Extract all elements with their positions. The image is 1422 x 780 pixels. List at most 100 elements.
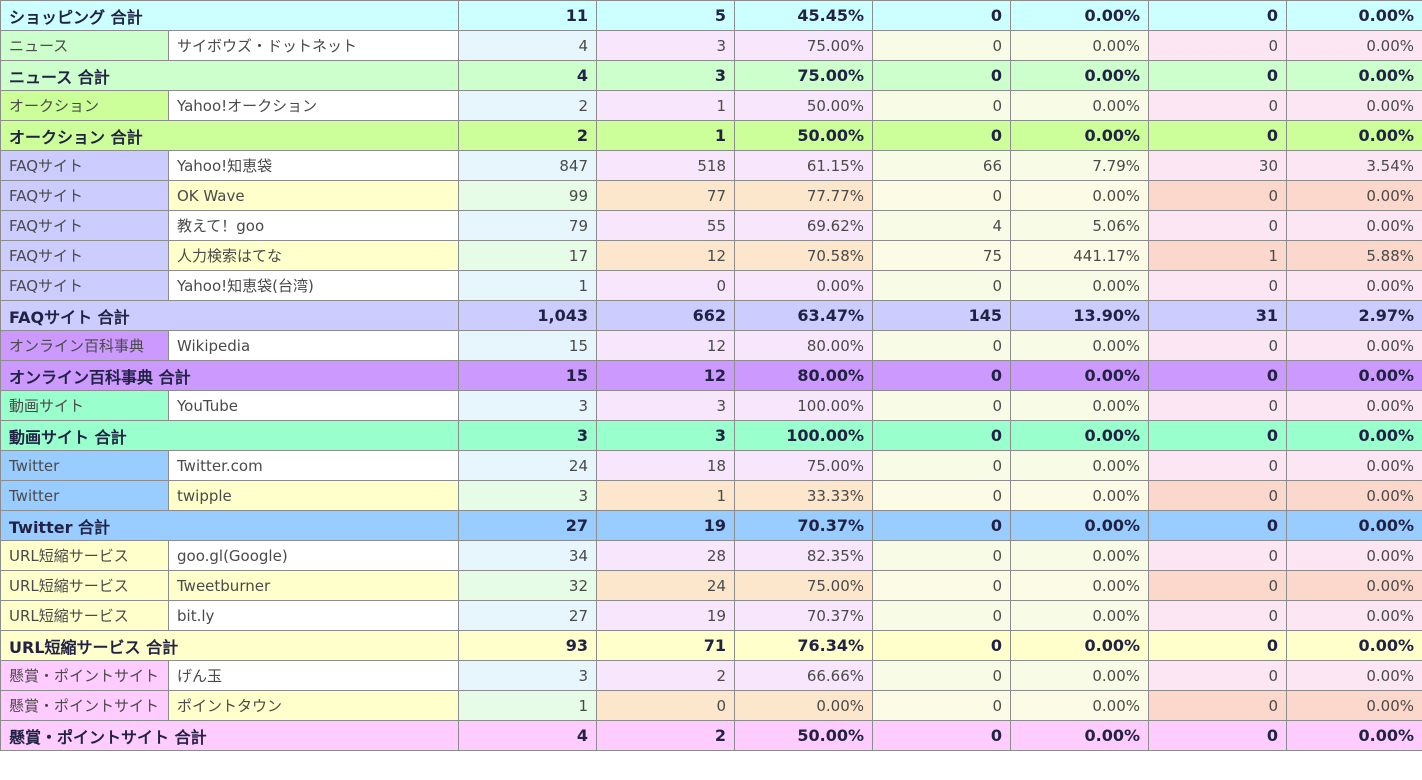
value-cell: 1 <box>596 90 736 121</box>
total-value-cell: 0.00% <box>1010 0 1150 31</box>
value-cell: 5.88% <box>1286 240 1422 271</box>
category-cell: Twitter <box>0 480 169 511</box>
value-cell: 75.00% <box>734 30 874 61</box>
value-cell: 0 <box>872 660 1012 691</box>
value-cell: 55 <box>596 210 736 241</box>
value-cell: 75.00% <box>734 570 874 601</box>
value-cell: 0.00% <box>1286 30 1422 61</box>
category-total-row: Twitter 合計 27 19 70.37% 0 0.00% 0 0.00% <box>0 510 1422 541</box>
category-cell: FAQサイト <box>0 150 169 181</box>
value-cell: 66 <box>872 150 1012 181</box>
total-value-cell: 4 <box>458 720 598 751</box>
total-value-cell: 0.00% <box>1010 420 1150 451</box>
total-value-cell: 0.00% <box>1286 420 1422 451</box>
value-cell: 0 <box>872 330 1012 361</box>
site-name-cell: Twitter.com <box>167 450 460 481</box>
total-value-cell: 11 <box>458 0 598 31</box>
value-cell: 0.00% <box>1286 450 1422 481</box>
value-cell: 69.62% <box>734 210 874 241</box>
value-cell: 77 <box>596 180 736 211</box>
value-cell: 0 <box>1148 330 1288 361</box>
value-cell: 0.00% <box>1010 180 1150 211</box>
value-cell: 1 <box>458 690 598 721</box>
site-name-cell: OK Wave <box>167 180 460 211</box>
category-cell: オンライン百科事典 <box>0 330 169 361</box>
value-cell: 0.00% <box>1286 180 1422 211</box>
value-cell: 4 <box>458 30 598 61</box>
total-value-cell: 0.00% <box>1010 120 1150 151</box>
value-cell: 1 <box>458 270 598 301</box>
value-cell: 0 <box>872 390 1012 421</box>
total-value-cell: 0 <box>1148 420 1288 451</box>
value-cell: 0 <box>1148 30 1288 61</box>
category-cell: FAQサイト <box>0 270 169 301</box>
total-value-cell: 2 <box>596 720 736 751</box>
value-cell: 0.00% <box>1286 690 1422 721</box>
category-cell: FAQサイト <box>0 210 169 241</box>
value-cell: 0.00% <box>1286 600 1422 631</box>
total-value-cell: 80.00% <box>734 360 874 391</box>
table-row: 動画サイト YouTube 3 3 100.00% 0 0.00% 0 0.00% <box>0 390 1422 421</box>
value-cell: 0.00% <box>1286 480 1422 511</box>
value-cell: 3 <box>458 480 598 511</box>
value-cell: 50.00% <box>734 90 874 121</box>
site-name-cell: Wikipedia <box>167 330 460 361</box>
value-cell: 0 <box>1148 480 1288 511</box>
total-value-cell: 0 <box>872 630 1012 661</box>
category-total-row: 懸賞・ポイントサイト 合計 4 2 50.00% 0 0.00% 0 0.00% <box>0 720 1422 751</box>
value-cell: 2 <box>458 90 598 121</box>
value-cell: 0.00% <box>1010 90 1150 121</box>
total-value-cell: 45.45% <box>734 0 874 31</box>
table-row: FAQサイト 教えて！goo 79 55 69.62% 4 5.06% 0 0.00% <box>0 210 1422 241</box>
value-cell: 0 <box>872 600 1012 631</box>
total-value-cell: 70.37% <box>734 510 874 541</box>
table-row: Twitter twipple 3 1 33.33% 0 0.00% 0 0.00% <box>0 480 1422 511</box>
value-cell: 0.00% <box>734 690 874 721</box>
table-row: 懸賞・ポイントサイト げん玉 3 2 66.66% 0 0.00% 0 0.00% <box>0 660 1422 691</box>
value-cell: 33.33% <box>734 480 874 511</box>
value-cell: 19 <box>596 600 736 631</box>
value-cell: 18 <box>596 450 736 481</box>
value-cell: 15 <box>458 330 598 361</box>
category-cell: 懸賞・ポイントサイト <box>0 660 169 691</box>
value-cell: 0 <box>872 540 1012 571</box>
table-row: FAQサイト Yahoo!知恵袋 847 518 61.15% 66 7.79% 30 3.54… <box>0 150 1422 181</box>
value-cell: 0 <box>1148 450 1288 481</box>
value-cell: 100.00% <box>734 390 874 421</box>
total-value-cell: 2 <box>458 120 598 151</box>
value-cell: 28 <box>596 540 736 571</box>
site-name-cell: サイボウズ・ドットネット <box>167 30 460 61</box>
total-value-cell: 0 <box>872 120 1012 151</box>
category-cell: URL短縮サービス <box>0 540 169 571</box>
total-value-cell: 0.00% <box>1010 720 1150 751</box>
total-value-cell: 50.00% <box>734 120 874 151</box>
value-cell: 0 <box>1148 660 1288 691</box>
value-cell: 0 <box>1148 600 1288 631</box>
table-row: FAQサイト Yahoo!知恵袋(台湾) 1 0 0.00% 0 0.00% 0 0.00% <box>0 270 1422 301</box>
value-cell: 0 <box>1148 390 1288 421</box>
value-cell: 34 <box>458 540 598 571</box>
total-value-cell: 63.47% <box>734 300 874 331</box>
total-value-cell: 19 <box>596 510 736 541</box>
site-name-cell: bit.ly <box>167 600 460 631</box>
value-cell: 0 <box>872 690 1012 721</box>
value-cell: 0 <box>596 270 736 301</box>
total-value-cell: 0 <box>1148 0 1288 31</box>
value-cell: 0.00% <box>1286 540 1422 571</box>
total-value-cell: 0.00% <box>1286 60 1422 91</box>
total-value-cell: 0 <box>872 420 1012 451</box>
value-cell: 847 <box>458 150 598 181</box>
category-cell: オークション <box>0 90 169 121</box>
value-cell: 27 <box>458 600 598 631</box>
table-body: ショッピング 合計 11 5 45.45% 0 0.00% 0 0.00% ニュース サイボウズ・… <box>0 0 1422 751</box>
table-row: FAQサイト 人力検索はてな 17 12 70.58% 75 441.17% 1 5.88% <box>0 240 1422 271</box>
value-cell: 70.58% <box>734 240 874 271</box>
total-value-cell: 145 <box>872 300 1012 331</box>
value-cell: 0.00% <box>1010 660 1150 691</box>
table-row: ニュース サイボウズ・ドットネット 4 3 75.00% 0 0.00% 0 0.00% <box>0 30 1422 61</box>
total-value-cell: 3 <box>458 420 598 451</box>
total-value-cell: 0 <box>1148 630 1288 661</box>
total-value-cell: 0.00% <box>1286 0 1422 31</box>
value-cell: 0 <box>872 180 1012 211</box>
total-value-cell: 0.00% <box>1010 360 1150 391</box>
